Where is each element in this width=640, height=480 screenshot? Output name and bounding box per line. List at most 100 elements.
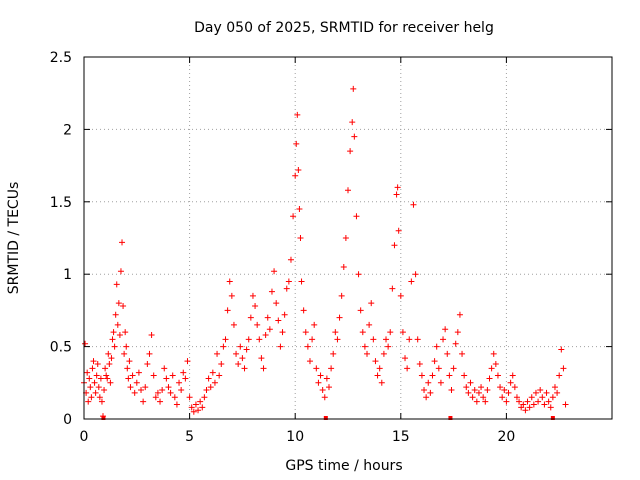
data-point (336, 314, 343, 321)
data-point (475, 389, 482, 396)
data-point (562, 401, 569, 408)
data-point (319, 387, 326, 394)
data-point (503, 398, 510, 405)
data-point (84, 369, 91, 376)
data-point (467, 379, 474, 386)
data-point (277, 343, 284, 350)
data-point (93, 372, 100, 379)
data-point (490, 350, 497, 357)
data-point (306, 358, 313, 365)
data-point (260, 365, 267, 372)
data-point (456, 311, 463, 318)
data-point (425, 379, 432, 386)
data-point (107, 379, 114, 386)
data-point (224, 307, 231, 314)
data-point (295, 166, 302, 173)
data-point (423, 394, 430, 401)
data-point (283, 285, 290, 292)
data-point (296, 206, 303, 213)
data-point (427, 389, 434, 396)
data-point (435, 365, 442, 372)
data-point (124, 365, 131, 372)
data-point (355, 271, 362, 278)
data-point (520, 401, 527, 408)
data-point (383, 336, 390, 343)
data-point (364, 350, 371, 357)
data-point (454, 329, 461, 336)
data-point (108, 355, 115, 362)
data-point (178, 387, 185, 394)
data-point (359, 329, 366, 336)
data-point (378, 379, 385, 386)
data-point (188, 404, 195, 411)
grid-layer (84, 57, 612, 419)
x-tick-label: 15 (392, 429, 410, 445)
data-point (543, 389, 550, 396)
axis-ticks: 0 5 10 15 20 0 0.5 1 1.5 2 2.5 (50, 50, 612, 445)
data-point (135, 369, 142, 376)
data-point (444, 350, 451, 357)
data-point (192, 401, 199, 408)
chart-title: Day 050 of 2025, SRMTID for receiver hel… (194, 20, 494, 36)
data-point (513, 394, 520, 401)
data-point (393, 191, 400, 198)
data-point (254, 321, 261, 328)
data-point (547, 404, 554, 411)
data-point (488, 365, 495, 372)
data-point (406, 336, 413, 343)
data-point (195, 407, 202, 414)
data-point (173, 401, 180, 408)
data-point (111, 343, 118, 350)
data-point (235, 360, 242, 367)
data-point (522, 407, 529, 414)
data-point (478, 384, 485, 391)
data-point (163, 375, 170, 382)
data-point (315, 379, 322, 386)
data-point (408, 278, 415, 285)
data-point (233, 350, 240, 357)
data-point (157, 398, 164, 405)
data-point (412, 271, 419, 278)
data-point (102, 365, 109, 372)
data-point (317, 372, 324, 379)
x-tick-label: 20 (497, 429, 515, 445)
data-point (292, 172, 299, 179)
data-point (125, 375, 132, 382)
data-point (351, 133, 358, 140)
data-point (482, 398, 489, 405)
gap-marker (550, 416, 555, 420)
data-point (302, 329, 309, 336)
data-point (197, 398, 204, 405)
y-tick-label: 1.5 (50, 195, 72, 211)
data-point (258, 355, 265, 362)
data-point (558, 346, 565, 353)
data-point (275, 317, 282, 324)
data-point (228, 292, 235, 299)
data-point (325, 384, 332, 391)
data-point (146, 350, 153, 357)
data-point (131, 389, 138, 396)
data-point (95, 384, 102, 391)
data-point (209, 369, 216, 376)
data-point (120, 303, 127, 310)
data-point (507, 379, 514, 386)
data-point (148, 332, 155, 339)
data-point (293, 140, 300, 147)
plot-frame (83, 56, 613, 420)
data-point (256, 336, 263, 343)
data-point (554, 389, 561, 396)
data-point (461, 372, 468, 379)
data-point (437, 379, 444, 386)
data-point (106, 360, 113, 367)
data-point (262, 332, 269, 339)
data-point (469, 394, 476, 401)
data-point (387, 329, 394, 336)
data-point (142, 384, 149, 391)
data-point (404, 365, 411, 372)
data-point (249, 292, 256, 299)
data-point (463, 384, 470, 391)
y-tick-label: 2 (63, 122, 72, 138)
data-point (281, 311, 288, 318)
data-point (501, 387, 508, 394)
